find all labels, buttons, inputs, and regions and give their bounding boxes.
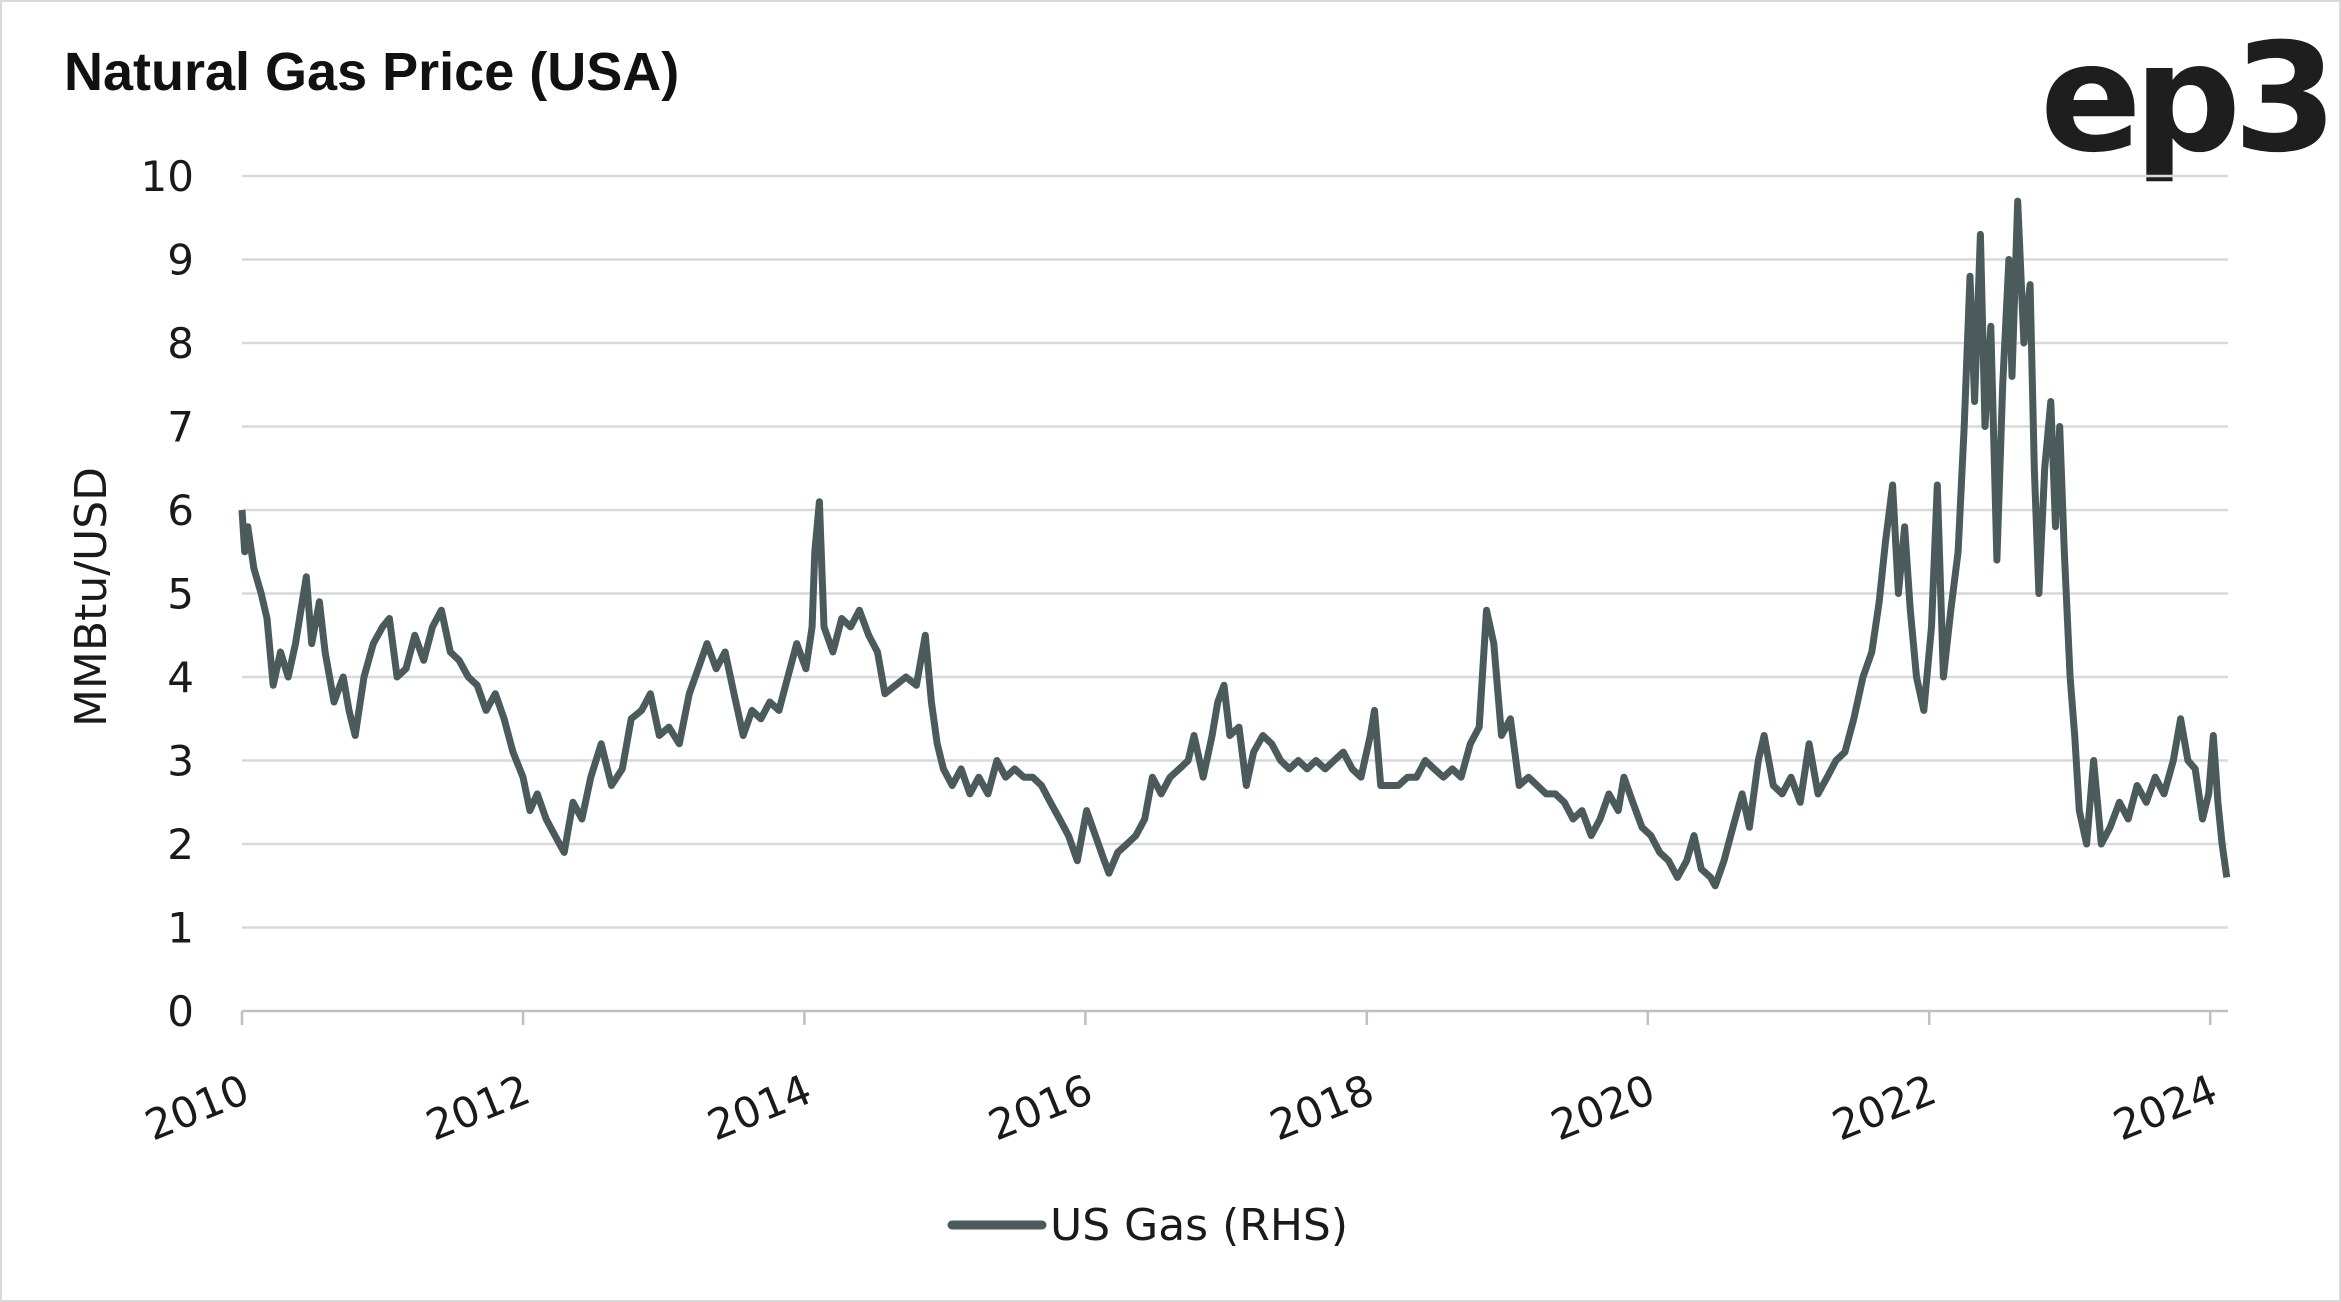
- y-tick-labels: 0 1 2 3 4 5 6 7 8 9 10: [141, 152, 194, 1036]
- y-tick-label: 4: [167, 653, 194, 702]
- legend: US Gas (RHS): [947, 1200, 1348, 1251]
- y-tick-label: 0: [167, 987, 194, 1036]
- y-tick-label: 2: [167, 820, 194, 869]
- y-tick-label: 1: [167, 904, 194, 953]
- y-tick-label: 5: [167, 570, 194, 619]
- y-axis-label: MMBtu/USD: [66, 467, 117, 727]
- y-tick-label: 8: [167, 319, 194, 368]
- y-tick-label: 10: [141, 152, 194, 201]
- x-tick-label: 2012: [419, 1065, 536, 1150]
- x-tick-label: 2024: [2106, 1065, 2223, 1150]
- chart-title: Natural Gas Price (USA): [64, 42, 679, 102]
- x-tick-label: 2022: [1825, 1065, 1942, 1150]
- series-line-us-gas: [238, 197, 2231, 890]
- y-tick-label: 9: [167, 236, 194, 285]
- y-tick-label: 7: [167, 403, 194, 452]
- x-tick-label: 2014: [701, 1065, 818, 1150]
- ep3-logo: ep3: [2040, 12, 2329, 186]
- x-tick-label: 2018: [1263, 1065, 1380, 1150]
- x-axis: 2010 2012 2014 2016 2018 2020 2022 2024: [138, 1009, 2228, 1150]
- gridlines: [242, 174, 2228, 929]
- legend-label: US Gas (RHS): [1050, 1200, 1348, 1251]
- y-tick-label: 6: [167, 486, 194, 535]
- x-tick-label: 2016: [982, 1065, 1099, 1150]
- x-tick-label: 2020: [1544, 1065, 1661, 1150]
- y-tick-label: 3: [167, 737, 194, 786]
- x-tick-label: 2010: [138, 1065, 255, 1150]
